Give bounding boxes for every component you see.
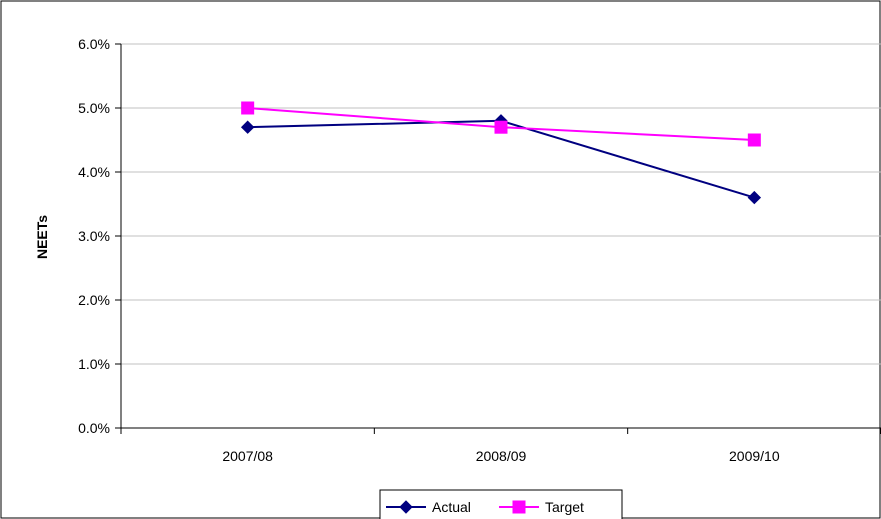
x-tick-label: 2008/09 [476,448,527,464]
x-tick-labels: 2007/08 2008/09 2009/10 [222,448,779,464]
legend-marker [399,500,413,514]
y-tick-label: 0.0% [78,420,110,436]
legend-box [379,489,623,519]
x-tick-label: 2007/08 [222,448,273,464]
legend-marker [512,500,526,514]
axes [115,43,881,434]
series-layer [240,101,762,205]
data-point-actual [240,120,255,134]
legend-label: Target [545,499,584,515]
data-point-target [747,133,761,147]
data-point-actual [747,190,762,205]
series-target [241,101,761,147]
y-axis-title: NEETs [34,215,50,259]
y-tick-labels: 0.0% 1.0% 2.0% 3.0% 4.0% 5.0% 6.0% [78,36,110,436]
y-tick-label: 2.0% [78,292,110,308]
x-tick-label: 2009/10 [729,448,780,464]
y-tick-label: 6.0% [78,36,110,52]
y-tick-label: 1.0% [78,356,110,372]
legend-label: Actual [432,499,471,515]
y-tick-label: 4.0% [78,164,110,180]
y-tick-label: 5.0% [78,100,110,116]
y-tick-label: 3.0% [78,228,110,244]
legend: Actual Target [379,489,623,519]
data-point-target [494,120,508,134]
data-point-target [241,101,255,115]
legend-item-target: Target [499,499,584,515]
legend-item-actual: Actual [386,499,471,515]
